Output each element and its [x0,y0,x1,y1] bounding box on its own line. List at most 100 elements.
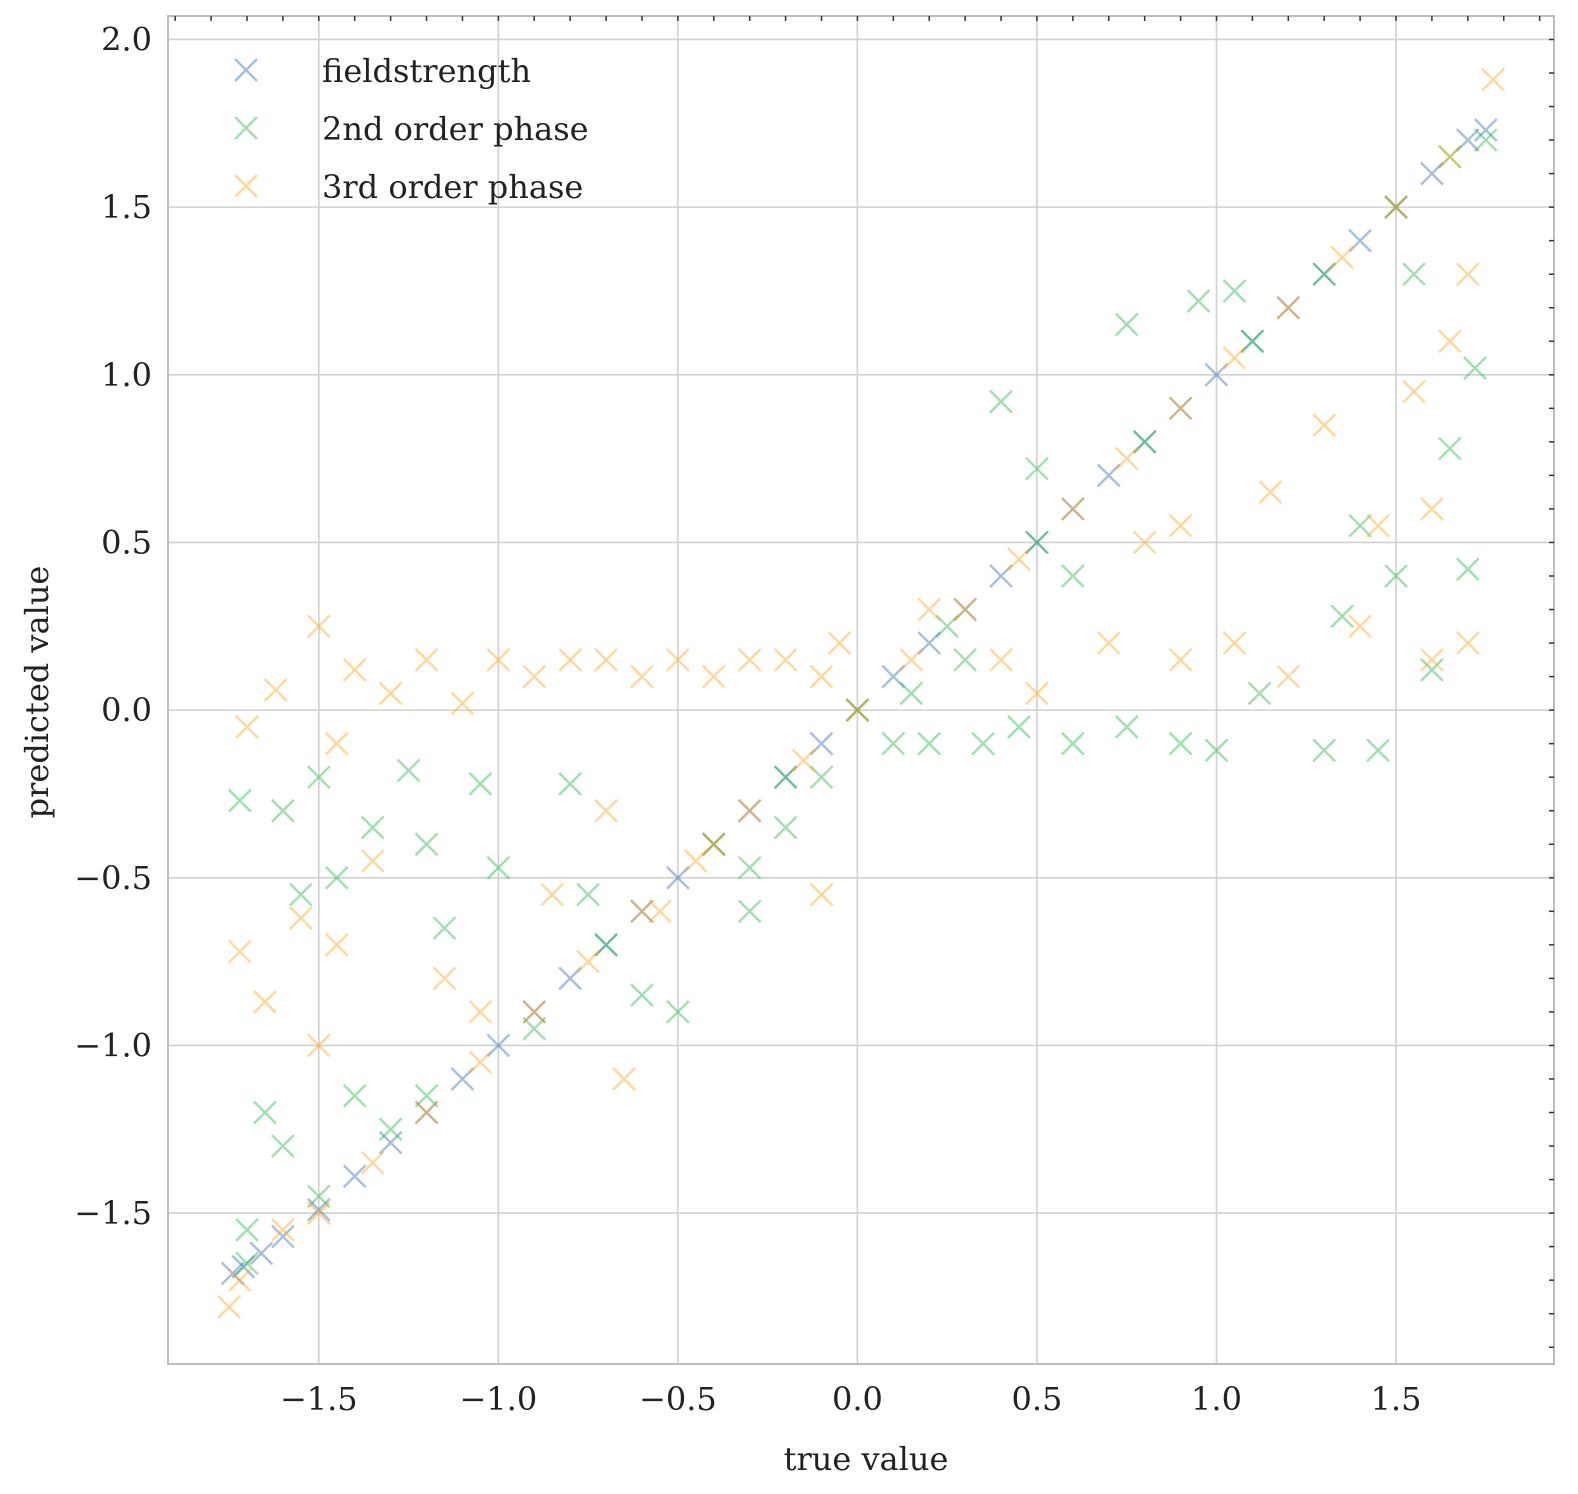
x-tick-label: −1.5 [280,1380,358,1418]
data-point [701,664,726,689]
data-point [809,664,834,689]
data-point [1025,681,1049,706]
data-point [1132,530,1157,555]
data-point [1348,513,1372,538]
data-point [558,966,583,991]
data-point [630,983,654,1007]
data-point [683,849,708,873]
legend-item-3rd-order-phase: 3rd order phase [234,168,583,206]
data-point [378,681,403,706]
y-tick-label: 0.0 [101,691,152,729]
x-tick-label: 0.5 [1011,1380,1062,1418]
data-point [522,1000,547,1024]
data-point [1168,396,1193,421]
data-point [827,631,852,655]
data-point [235,1251,259,1276]
data-point [1473,118,1498,142]
data-point [1366,738,1390,763]
data-point [486,855,511,880]
data-point [1061,497,1085,521]
data-point [1025,456,1049,481]
data-point [271,1224,295,1249]
data-point [1366,513,1390,538]
data-point [881,731,906,756]
data-point [1348,228,1372,253]
series-2nd-order-phase [227,128,1498,1276]
data-points [217,67,1505,1319]
legend-label-2nd-order-phase: 2nd order phase [322,110,589,148]
data-point [360,849,385,873]
data-point [1132,430,1157,454]
data-point [809,765,834,790]
data-point [1348,614,1372,639]
data-point [227,1268,252,1293]
data-point [450,1067,475,1091]
data-point [576,949,600,974]
legend-marker-2nd-order-phase [234,116,258,140]
data-point [630,899,654,924]
x-tick-label: 1.5 [1371,1380,1422,1418]
data-point [917,731,942,756]
data-point [917,597,942,622]
data-point [1455,631,1480,655]
data-point [1473,128,1498,152]
data-point [1438,436,1462,461]
data-point [1114,312,1139,337]
data-point [1222,279,1247,303]
data-point [450,691,475,716]
y-tick-label: −0.5 [74,859,152,897]
data-point [1276,295,1301,320]
x-tick-label: −0.5 [639,1380,717,1418]
data-point [773,647,798,672]
data-point [1276,664,1301,689]
data-point [1204,362,1229,387]
data-point [324,731,349,756]
data-point [342,1164,367,1189]
data-point [271,1134,295,1158]
data-point [1061,731,1085,756]
data-point [666,1000,690,1024]
data-point [1420,647,1444,672]
data-point [253,1100,277,1125]
data-point [324,932,349,957]
data-point [217,1295,241,1319]
legend-label-3rd-order-phase: 3rd order phase [322,168,583,206]
data-point [1061,564,1085,588]
x-axis-title: true value [784,1440,949,1478]
legend-marker-fieldstrength [234,58,258,82]
data-point [1402,379,1426,404]
data-point [1061,497,1085,521]
data-point [1312,262,1337,287]
data-point [289,906,313,930]
data-point [227,939,252,964]
data-point [1312,738,1337,763]
data-point [1481,67,1505,92]
data-point [227,788,252,813]
data-point [522,1016,547,1041]
data-point [737,798,762,823]
data-point [1114,715,1139,739]
data-point [1312,262,1337,287]
y-tick-labels: −1.5 −1.0 −0.5 0.0 0.5 1.0 1.5 2.0 [74,20,152,1232]
minor-ticks [174,16,1554,1348]
y-axis-title: predicted value [18,566,56,819]
plot-frame [167,15,1555,1365]
data-point [235,715,259,739]
series-fieldstrength [220,118,1498,1286]
data-point [845,698,870,722]
data-point [1096,631,1121,655]
data-point [231,1254,256,1279]
legend-label-fieldstrength: fieldstrength [322,52,531,90]
data-point [396,758,421,783]
data-point [899,681,924,706]
data-point [1455,128,1480,152]
legend: fieldstrength 2nd order phase 3rd order … [234,52,589,206]
data-point [1330,604,1354,629]
data-point [414,647,439,672]
data-point [576,882,600,907]
data-point [1025,530,1049,555]
data-point [1168,731,1193,756]
data-point [737,855,762,880]
data-point [414,832,439,857]
data-point [666,865,690,890]
